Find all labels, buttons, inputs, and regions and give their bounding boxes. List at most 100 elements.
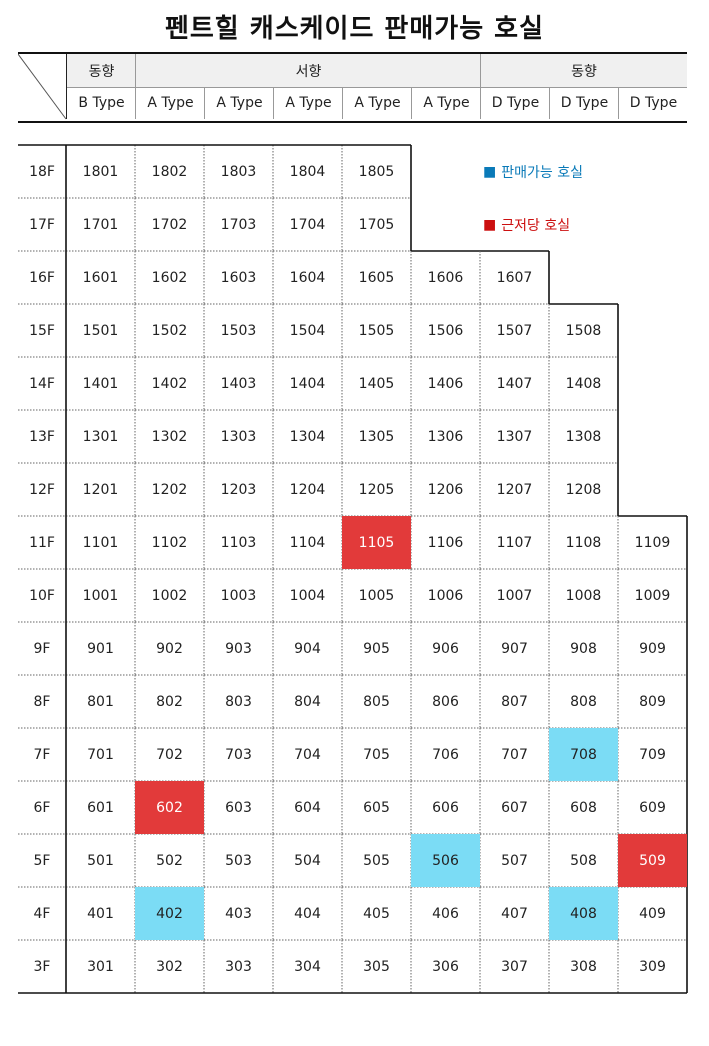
unit-cell[interactable]: 306: [432, 958, 459, 975]
unit-cell[interactable]: 503: [225, 852, 252, 869]
unit-cell[interactable]: 601: [87, 799, 114, 816]
unit-cell[interactable]: 1505: [358, 322, 395, 339]
unit-cell[interactable]: 1304: [289, 428, 326, 445]
unit-cell[interactable]: 509: [618, 834, 687, 887]
unit-cell[interactable]: 1408: [565, 375, 602, 392]
unit-cell[interactable]: 603: [225, 799, 252, 816]
unit-cell[interactable]: 1002: [151, 587, 188, 604]
unit-cell[interactable]: 905: [363, 640, 390, 657]
unit-cell[interactable]: 901: [87, 640, 114, 657]
unit-cell[interactable]: 502: [156, 852, 183, 869]
unit-cell[interactable]: 1407: [496, 375, 533, 392]
unit-cell[interactable]: 1705: [358, 216, 395, 233]
unit-cell[interactable]: 802: [156, 693, 183, 710]
unit-cell[interactable]: 705: [363, 746, 390, 763]
unit-cell[interactable]: 1301: [82, 428, 119, 445]
unit-cell[interactable]: 1003: [220, 587, 257, 604]
unit-cell[interactable]: 809: [639, 693, 666, 710]
unit-cell[interactable]: 1303: [220, 428, 257, 445]
unit-cell[interactable]: 1004: [289, 587, 326, 604]
unit-cell[interactable]: 406: [432, 905, 459, 922]
unit-cell[interactable]: 604: [294, 799, 321, 816]
unit-cell[interactable]: 1803: [220, 163, 257, 180]
unit-cell[interactable]: 301: [87, 958, 114, 975]
unit-cell[interactable]: 508: [570, 852, 597, 869]
unit-cell[interactable]: 1202: [151, 481, 188, 498]
unit-cell[interactable]: 709: [639, 746, 666, 763]
unit-cell[interactable]: 1507: [496, 322, 533, 339]
unit-cell[interactable]: 605: [363, 799, 390, 816]
unit-cell[interactable]: 1506: [427, 322, 464, 339]
unit-cell[interactable]: 607: [501, 799, 528, 816]
unit-cell[interactable]: 1601: [82, 269, 119, 286]
unit-cell[interactable]: 1602: [151, 269, 188, 286]
unit-cell[interactable]: 408: [549, 887, 618, 940]
unit-cell[interactable]: 1109: [634, 534, 671, 551]
unit-cell[interactable]: 1207: [496, 481, 533, 498]
unit-cell[interactable]: 1802: [151, 163, 188, 180]
unit-cell[interactable]: 804: [294, 693, 321, 710]
unit-cell[interactable]: 701: [87, 746, 114, 763]
unit-cell[interactable]: 1405: [358, 375, 395, 392]
unit-cell[interactable]: 1305: [358, 428, 395, 445]
unit-cell[interactable]: 1103: [220, 534, 257, 551]
unit-cell[interactable]: 707: [501, 746, 528, 763]
unit-cell[interactable]: 1001: [82, 587, 119, 604]
unit-cell[interactable]: 1503: [220, 322, 257, 339]
unit-cell[interactable]: 304: [294, 958, 321, 975]
unit-cell[interactable]: 602: [135, 781, 204, 834]
unit-cell[interactable]: 1106: [427, 534, 464, 551]
unit-cell[interactable]: 703: [225, 746, 252, 763]
unit-cell[interactable]: 906: [432, 640, 459, 657]
unit-cell[interactable]: 305: [363, 958, 390, 975]
unit-cell[interactable]: 1201: [82, 481, 119, 498]
unit-cell[interactable]: 309: [639, 958, 666, 975]
unit-cell[interactable]: 902: [156, 640, 183, 657]
unit-cell[interactable]: 806: [432, 693, 459, 710]
unit-cell[interactable]: 1208: [565, 481, 602, 498]
unit-cell[interactable]: 1204: [289, 481, 326, 498]
unit-cell[interactable]: 1008: [565, 587, 602, 604]
unit-cell[interactable]: 808: [570, 693, 597, 710]
unit-cell[interactable]: 708: [549, 728, 618, 781]
unit-cell[interactable]: 307: [501, 958, 528, 975]
unit-cell[interactable]: 506: [411, 834, 480, 887]
unit-cell[interactable]: 1101: [82, 534, 119, 551]
unit-cell[interactable]: 1307: [496, 428, 533, 445]
unit-cell[interactable]: 1007: [496, 587, 533, 604]
unit-cell[interactable]: 403: [225, 905, 252, 922]
unit-cell[interactable]: 1401: [82, 375, 119, 392]
unit-cell[interactable]: 904: [294, 640, 321, 657]
unit-cell[interactable]: 1105: [342, 516, 411, 569]
unit-cell[interactable]: 706: [432, 746, 459, 763]
unit-cell[interactable]: 1302: [151, 428, 188, 445]
unit-cell[interactable]: 609: [639, 799, 666, 816]
unit-cell[interactable]: 909: [639, 640, 666, 657]
unit-cell[interactable]: 1702: [151, 216, 188, 233]
unit-cell[interactable]: 409: [639, 905, 666, 922]
unit-cell[interactable]: 1403: [220, 375, 257, 392]
unit-cell[interactable]: 1206: [427, 481, 464, 498]
unit-cell[interactable]: 1005: [358, 587, 395, 604]
unit-cell[interactable]: 1701: [82, 216, 119, 233]
unit-cell[interactable]: 1006: [427, 587, 464, 604]
unit-cell[interactable]: 405: [363, 905, 390, 922]
unit-cell[interactable]: 903: [225, 640, 252, 657]
unit-cell[interactable]: 501: [87, 852, 114, 869]
unit-cell[interactable]: 1603: [220, 269, 257, 286]
unit-cell[interactable]: 1604: [289, 269, 326, 286]
unit-cell[interactable]: 702: [156, 746, 183, 763]
unit-cell[interactable]: 404: [294, 905, 321, 922]
unit-cell[interactable]: 704: [294, 746, 321, 763]
unit-cell[interactable]: 1502: [151, 322, 188, 339]
unit-cell[interactable]: 1306: [427, 428, 464, 445]
unit-cell[interactable]: 507: [501, 852, 528, 869]
unit-cell[interactable]: 1402: [151, 375, 188, 392]
unit-cell[interactable]: 1406: [427, 375, 464, 392]
unit-cell[interactable]: 807: [501, 693, 528, 710]
unit-cell[interactable]: 1203: [220, 481, 257, 498]
unit-cell[interactable]: 1703: [220, 216, 257, 233]
unit-cell[interactable]: 1404: [289, 375, 326, 392]
unit-cell[interactable]: 1108: [565, 534, 602, 551]
unit-cell[interactable]: 1805: [358, 163, 395, 180]
